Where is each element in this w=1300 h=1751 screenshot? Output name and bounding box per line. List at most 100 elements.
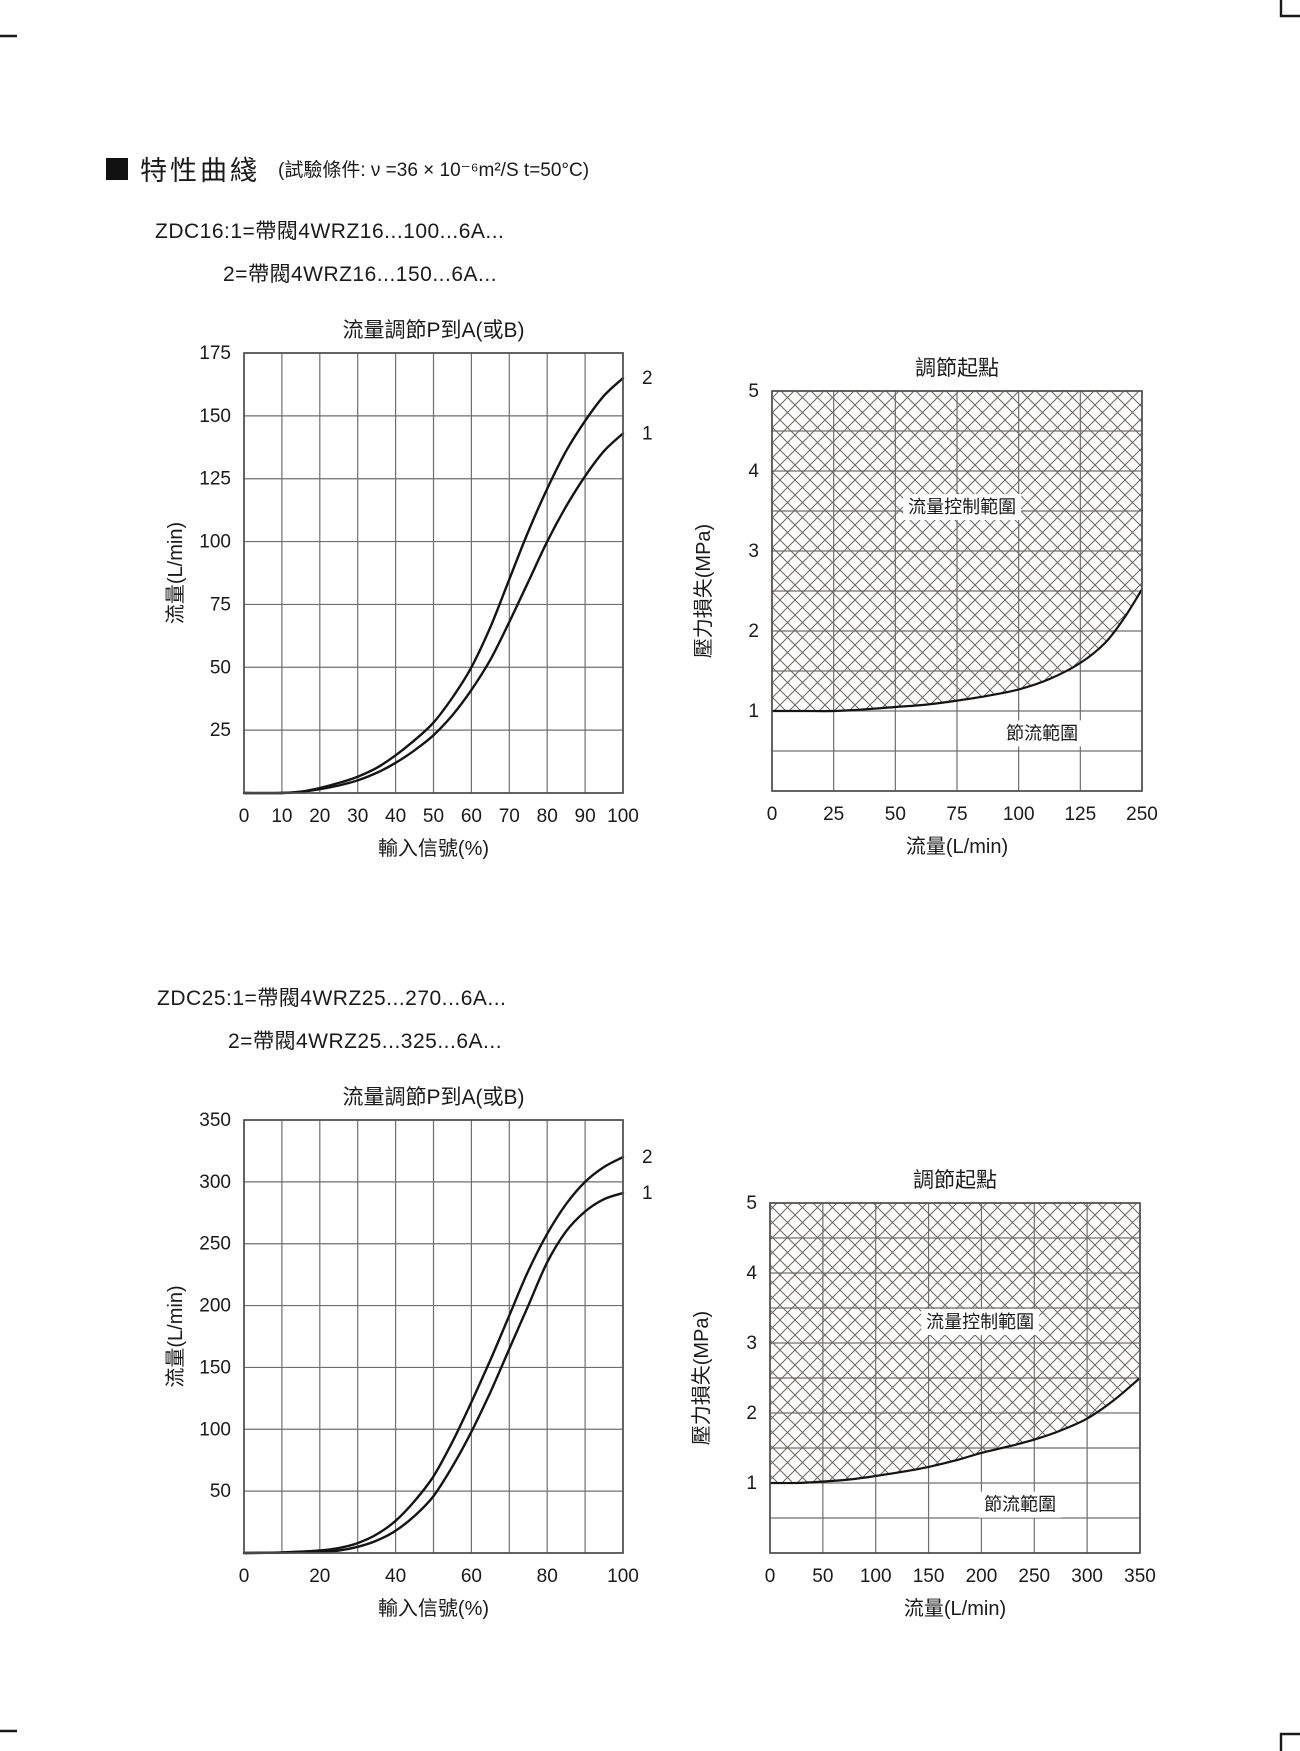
x-tick-label: 250 xyxy=(1018,1566,1050,1587)
section-title: 特性曲綫 xyxy=(140,156,260,186)
region-label-bg xyxy=(903,494,1022,520)
y-tick-label: 3 xyxy=(748,541,759,562)
plot-border xyxy=(243,352,624,794)
y-tick-label: 200 xyxy=(199,1296,231,1317)
curve-1 xyxy=(242,1191,625,1555)
x-tick-label: 100 xyxy=(607,806,639,827)
x-tick-label: 20 xyxy=(309,806,330,827)
chart-zdc25-adjustment-start: 調節起點 0 50 100 150 200 250 300 350 5 4 3 2 1 流量(L/min) 壓… xyxy=(690,1169,1156,1620)
zdc16-model-line2: 2=帶閥4WRZ16...150...6A... xyxy=(223,263,498,286)
chart-zdc16-flow-adjustment: 流量調節P到A(或B)0 10 20 30 40 50 60 70 80 90 1001751501… xyxy=(164,319,653,860)
x-tick-label: 0 xyxy=(239,806,250,827)
y-tick-label: 300 xyxy=(199,1172,231,1193)
x-tick-label: 300 xyxy=(1071,1566,1103,1587)
y-tick-label: 250 xyxy=(199,1234,231,1255)
chart-zdc25-flow-adjustment: 流量調節P到A(或B)0 20 40 60 80 10035030025020015010… xyxy=(164,1086,653,1620)
x-axis-title: 流量(L/min) xyxy=(904,1597,1006,1620)
region-label: 流量控制範圍 xyxy=(926,1312,1034,1332)
boundary-curve xyxy=(772,588,1143,713)
x-tick-label: 100 xyxy=(607,1566,639,1587)
x-tick-label: 0 xyxy=(239,1566,250,1587)
y-tick-label: 5 xyxy=(748,381,759,402)
x-tick-label: 50 xyxy=(885,804,906,825)
test-conditions: (試驗條件: ν =36 × 10⁻⁶m²/S t=50°C) xyxy=(278,160,590,181)
x-tick-label: 40 xyxy=(385,1566,406,1587)
zdc16-model-line1: ZDC16:1=帶閥4WRZ16...100...6A... xyxy=(155,220,505,243)
boundary-curve xyxy=(769,1377,1141,1485)
region-label: 節流範圍 xyxy=(1006,723,1078,743)
crop-mark-top-right xyxy=(1279,0,1300,18)
curve-number-label: 1 xyxy=(642,1183,653,1204)
y-tick-label: 4 xyxy=(748,461,759,482)
x-axis-title: 輸入信號(%) xyxy=(378,1597,489,1620)
plot-border xyxy=(243,1119,624,1554)
region-label-bg xyxy=(921,1309,1040,1335)
x-tick-label: 150 xyxy=(913,1566,945,1587)
zdc25-model-line1: ZDC25:1=帶閥4WRZ25...270...6A... xyxy=(157,987,507,1010)
y-axis-title: 壓力損失(MPa) xyxy=(692,524,715,658)
x-tick-label: 90 xyxy=(575,806,596,827)
plot-border xyxy=(769,1202,1141,1554)
chart-title: 流量調節P到A(或B) xyxy=(342,319,524,342)
x-tick-label: 200 xyxy=(966,1566,998,1587)
x-tick-label: 60 xyxy=(461,1566,482,1587)
curve-number-label: 2 xyxy=(642,1147,653,1168)
x-tick-label: 250 xyxy=(1126,804,1158,825)
flow-control-hatched-region xyxy=(772,391,1142,712)
flow-control-hatched-region xyxy=(770,1203,1140,1484)
y-tick-label: 5 xyxy=(746,1193,757,1214)
x-tick-label: 100 xyxy=(1003,804,1035,825)
x-tick-label: 100 xyxy=(860,1566,892,1587)
section-header: 特性曲綫 (試驗條件: ν =36 × 10⁻⁶m²/S t=50°C) xyxy=(106,149,589,188)
x-axis-title: 流量(L/min) xyxy=(906,835,1008,858)
y-tick-label: 2 xyxy=(748,621,759,642)
x-tick-label: 50 xyxy=(812,1566,833,1587)
y-tick-label: 4 xyxy=(746,1263,757,1284)
y-tick-label: 100 xyxy=(199,532,231,553)
x-tick-label: 40 xyxy=(385,806,406,827)
y-tick-label: 50 xyxy=(210,657,231,678)
x-tick-label: 60 xyxy=(461,806,482,827)
x-tick-label: 70 xyxy=(499,806,520,827)
y-tick-label: 25 xyxy=(210,720,231,741)
region-label: 流量控制範圍 xyxy=(908,497,1016,517)
section-bullet-icon xyxy=(106,157,128,180)
x-tick-label: 80 xyxy=(537,1566,558,1587)
x-tick-label: 50 xyxy=(423,806,444,827)
x-tick-label: 0 xyxy=(765,1566,776,1587)
x-tick-label: 350 xyxy=(1124,1566,1156,1587)
curve-number-label: 2 xyxy=(642,368,653,389)
y-tick-label: 75 xyxy=(210,594,231,615)
y-tick-label: 150 xyxy=(199,406,231,427)
zdc25-model-line2: 2=帶閥4WRZ25...325...6A... xyxy=(228,1030,503,1053)
y-axis-title: 流量(L/min) xyxy=(164,522,187,624)
x-tick-label: 30 xyxy=(347,806,368,827)
region-label-bg xyxy=(1001,720,1084,747)
x-axis-title: 輸入信號(%) xyxy=(378,837,489,860)
x-tick-label: 25 xyxy=(823,804,844,825)
region-label-bg xyxy=(979,1491,1062,1518)
y-tick-label: 1 xyxy=(746,1473,757,1494)
chart-title: 調節起點 xyxy=(915,357,999,380)
y-tick-label: 175 xyxy=(199,343,231,364)
y-axis-title: 壓力損失(MPa) xyxy=(690,1311,713,1445)
y-tick-label: 150 xyxy=(199,1357,231,1378)
curve-2 xyxy=(242,1155,625,1555)
chart-title: 調節起點 xyxy=(913,1169,997,1192)
y-tick-label: 2 xyxy=(746,1403,757,1424)
curve-number-label: 1 xyxy=(642,423,653,444)
chart-zdc16-adjustment-start: 調節起點 0 25 50 75 100 125 250 5 4 3 2 1 流量(L/min) 壓力損失(M… xyxy=(692,357,1158,858)
x-tick-label: 20 xyxy=(309,1566,330,1587)
y-tick-label: 100 xyxy=(199,1419,231,1440)
y-tick-label: 350 xyxy=(199,1110,231,1131)
plot-border xyxy=(771,390,1143,792)
curve-2 xyxy=(242,376,625,795)
y-tick-label: 50 xyxy=(210,1481,231,1502)
y-tick-label: 125 xyxy=(199,469,231,490)
crop-mark-bottom-right xyxy=(1279,1732,1300,1751)
x-tick-label: 10 xyxy=(271,806,292,827)
x-tick-label: 80 xyxy=(537,806,558,827)
y-axis-title: 流量(L/min) xyxy=(164,1285,187,1387)
